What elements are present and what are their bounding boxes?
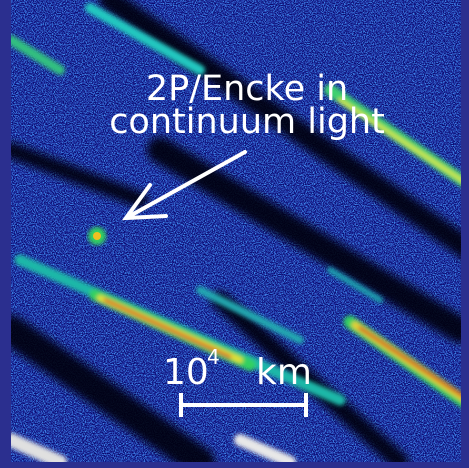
comet-core	[93, 232, 101, 240]
title-line: continuum light	[109, 102, 385, 142]
scale-base: 10	[163, 352, 209, 393]
comet-image: 2P/Encke in continuum light 10 4 km	[0, 0, 469, 468]
scale-exponent: 4	[207, 345, 220, 369]
scale-unit: km	[256, 352, 312, 393]
